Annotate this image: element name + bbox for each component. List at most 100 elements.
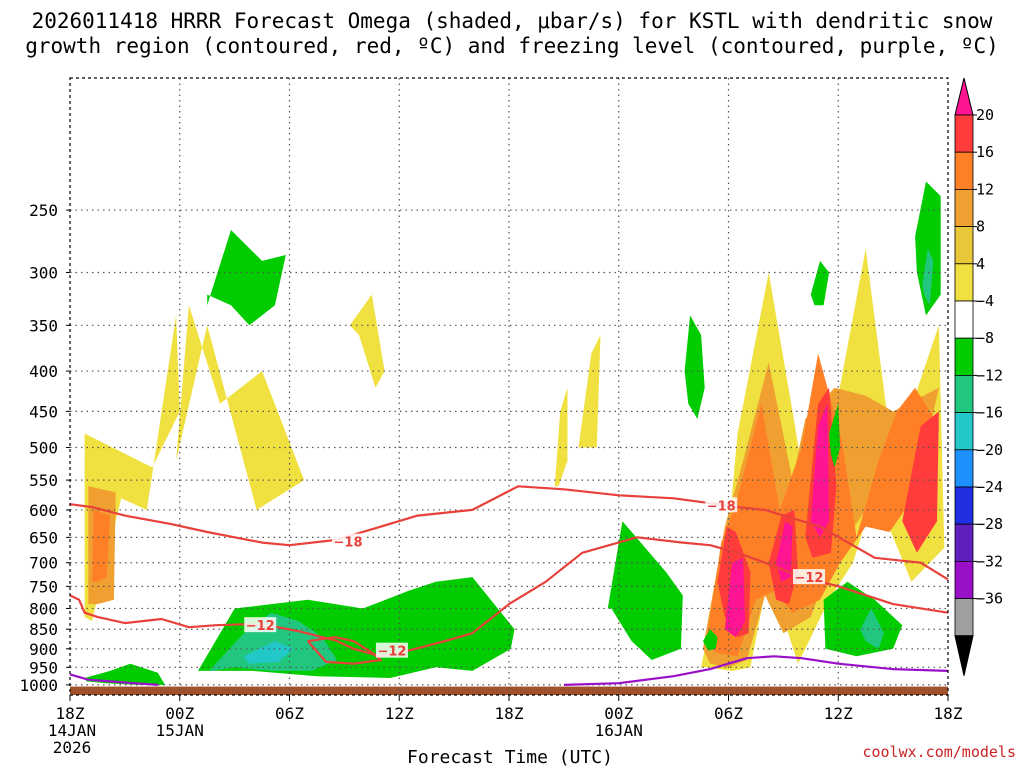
- y-tick-label-6: 550: [29, 471, 58, 490]
- colorbar-label-5: −4: [976, 292, 994, 310]
- colorbar-swatch-2: [954, 151, 974, 190]
- freezing-level-contour-0: [69, 673, 158, 686]
- colorbar-swatch-3: [954, 188, 974, 227]
- dgz-contour-0: [69, 485, 949, 581]
- x-tick-label-2-0: 06Z: [275, 704, 304, 723]
- colorbar-swatch-6: [954, 300, 974, 339]
- colorbar-label-1: 16: [976, 143, 994, 161]
- colorbar-swatch-12: [954, 523, 974, 562]
- x-tick-label-8-0: 18Z: [934, 704, 963, 723]
- contour-label-2: −12: [246, 619, 275, 634]
- omega-region-26: [829, 403, 841, 468]
- x-tick-label-4-0: 18Z: [495, 704, 524, 723]
- y-tick-label-3: 400: [29, 362, 58, 381]
- omega-region-25: [810, 260, 830, 306]
- x-tick-label-0-0: 18Z: [56, 704, 85, 723]
- contour-label-4: −12: [377, 645, 406, 660]
- colorbar-swatch-4: [954, 226, 974, 265]
- x-tick-label-1-0: 00Z: [165, 704, 194, 723]
- colorbar-swatch-10: [954, 449, 974, 488]
- y-tick-label-5: 500: [29, 438, 58, 457]
- colorbar-swatch-11: [954, 486, 974, 525]
- colorbar-label-10: −24: [976, 478, 1003, 496]
- omega-region-13: [902, 411, 939, 553]
- x-tick-label-0-2: 2026: [53, 738, 92, 757]
- y-tick-label-9: 700: [29, 554, 58, 573]
- x-tick-label-0-1: 14JAN: [48, 721, 96, 740]
- colorbar-label-6: −8: [976, 329, 994, 347]
- y-tick-label-8: 650: [29, 528, 58, 547]
- x-tick-label-5-1: 16JAN: [595, 721, 643, 740]
- contour-label-bg-1: [705, 497, 738, 513]
- omega-region-22: [607, 521, 683, 660]
- omega-region-28: [860, 608, 884, 649]
- x-tick-label-1-1: 15JAN: [156, 721, 204, 740]
- colorbar-top-arrow: [954, 77, 974, 116]
- y-axis-ticks: 2503003504004505005506006507007508008509…: [19, 201, 70, 695]
- omega-region-15: [810, 403, 830, 538]
- omega-region-17: [207, 230, 286, 326]
- contour-label-0: −18: [334, 536, 363, 551]
- y-tick-label-12: 850: [29, 620, 58, 639]
- colorbar-swatch-13: [954, 561, 974, 600]
- x-tick-label-3-0: 12Z: [385, 704, 414, 723]
- x-axis-title: Forecast Time (UTC): [407, 747, 613, 768]
- omega-region-21: [84, 663, 166, 685]
- contour-label-1: −18: [707, 499, 736, 514]
- colorbar-label-12: −32: [976, 552, 1003, 570]
- colorbar-swatch-9: [954, 412, 974, 451]
- x-tick-label-6-0: 06Z: [714, 704, 743, 723]
- colorbar-label-7: −12: [976, 366, 1003, 384]
- y-tick-label-10: 750: [29, 577, 58, 596]
- omega-region-1: [176, 305, 305, 510]
- omega-region-29: [915, 181, 941, 316]
- omega-region-14: [724, 557, 745, 638]
- omega-region-16: [776, 521, 793, 582]
- omega-region-30: [922, 248, 934, 306]
- omega-region-27: [823, 581, 903, 657]
- omega-region-20: [243, 641, 294, 664]
- contour-label-bg-2: [244, 617, 277, 633]
- omega-region-6: [578, 335, 601, 448]
- y-tick-label-2: 350: [29, 316, 58, 335]
- x-tick-label-5-0: 00Z: [604, 704, 633, 723]
- contour-label-bg-3: [792, 569, 825, 585]
- omega-region-5: [554, 387, 568, 487]
- dgz-contour-1: [69, 536, 949, 658]
- y-tick-label-7: 600: [29, 501, 58, 520]
- colorbar-label-8: −16: [976, 404, 1003, 422]
- colorbar-label-13: −36: [976, 590, 1003, 608]
- colorbar-bottom-arrow: [954, 635, 974, 676]
- colorbar-swatch-14: [954, 598, 974, 637]
- colorbar-swatch-7: [954, 337, 974, 376]
- colorbar-swatch-1: [954, 114, 974, 153]
- contour-label-3: −12: [794, 571, 823, 586]
- colorbar-label-3: 8: [976, 218, 985, 236]
- site-credit: coolwx.com/models: [862, 743, 1016, 761]
- contour-label-bg-4: [375, 642, 408, 658]
- chart-title: 2026011418 HRRR Forecast Omega (shaded, …: [25, 9, 999, 58]
- y-tick-label-13: 900: [29, 640, 58, 659]
- colorbar-label-0: 20: [976, 106, 994, 124]
- contour-lines: −18 −18 −12 −12 −12: [69, 485, 949, 686]
- y-tick-label-1: 300: [29, 264, 58, 283]
- omega-region-3: [92, 509, 111, 582]
- colorbar-swatch-8: [954, 374, 974, 413]
- freezing-level-contour-1: [563, 655, 949, 686]
- colorbar-label-11: −28: [976, 515, 1003, 533]
- gridlines: [70, 78, 948, 695]
- contour-label-bg-0: [332, 533, 365, 549]
- colorbar-swatch-5: [954, 263, 974, 302]
- x-tick-label-7-0: 12Z: [824, 704, 853, 723]
- omega-region-19: [209, 612, 338, 671]
- omega-region-4: [349, 294, 385, 388]
- colorbar-label-2: 12: [976, 180, 994, 198]
- y-tick-label-0: 250: [29, 201, 58, 220]
- omega-region-24: [702, 629, 718, 651]
- y-tick-label-4: 450: [29, 402, 58, 421]
- omega-shading: [84, 181, 945, 685]
- title-line-1: 2026011418 HRRR Forecast Omega (shaded, …: [32, 9, 993, 33]
- colorbar: 20 16 12 8 4 −4 −8 −12 −16 −20 −24 −28 −32 −36: [954, 77, 1003, 676]
